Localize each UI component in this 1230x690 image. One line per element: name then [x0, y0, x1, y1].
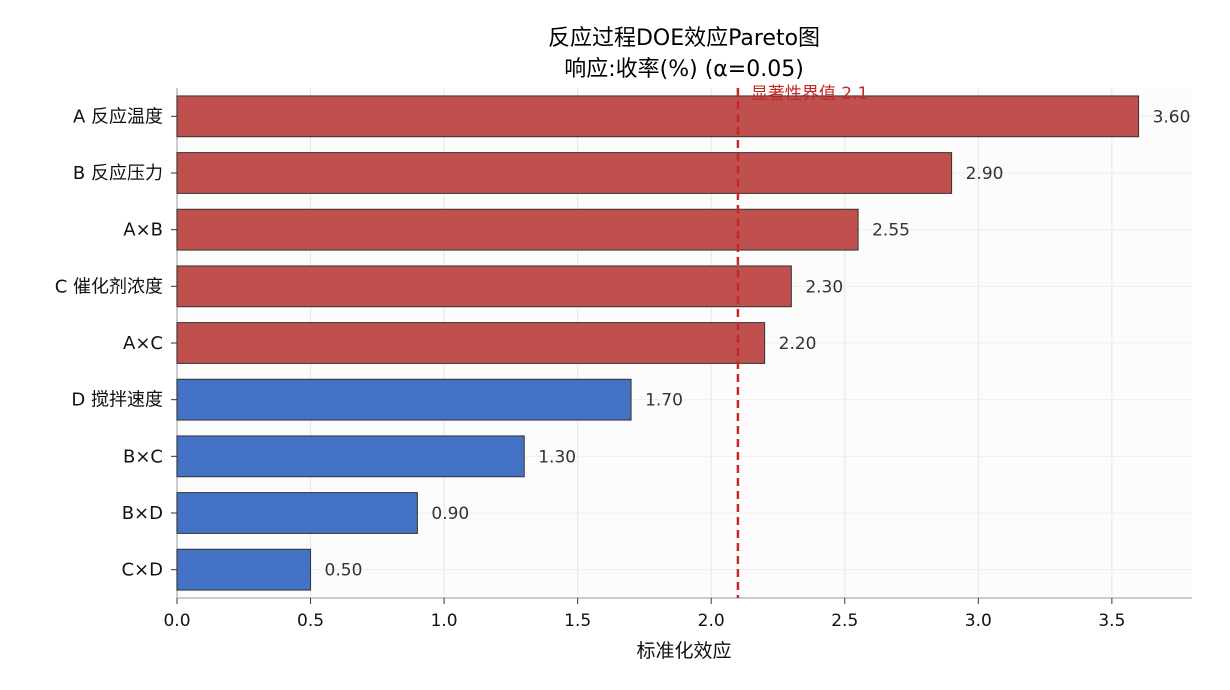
x-tick-label: 0.5 — [297, 611, 324, 631]
significance-threshold-label: 显著性界值 2.1 — [751, 84, 868, 104]
category-label: A×B — [123, 220, 163, 241]
bar — [176, 208, 859, 251]
bar — [176, 152, 953, 194]
bar — [176, 378, 632, 421]
bar-value-label: 2.20 — [779, 334, 817, 354]
x-tick-label: 1.5 — [564, 611, 591, 631]
bar-value-label: 2.90 — [966, 164, 1004, 184]
x-tick-label: 2.5 — [831, 611, 858, 631]
x-axis-label: 标准化效应 — [636, 640, 731, 662]
bar-value-label: 1.70 — [645, 391, 683, 411]
bar — [176, 435, 525, 478]
category-label: B×C — [123, 446, 163, 467]
category-label: D 搅拌速度 — [71, 390, 163, 411]
bar-value-label: 3.60 — [1153, 107, 1191, 127]
x-tick-label: 3.5 — [1098, 611, 1125, 631]
bar-value-label: 2.55 — [872, 221, 910, 241]
x-tick-label: 3.0 — [965, 611, 992, 631]
plot-area: A 反应温度 3.60 B 反应压力 2.90 A×B 2.55 C 催化剂浓度 2.30 A×… — [55, 84, 1192, 631]
x-tick-label: 2.0 — [698, 611, 725, 631]
bar-value-label: 0.50 — [325, 561, 363, 581]
bar-value-label: 2.30 — [805, 277, 843, 297]
category-label: B 反应压力 — [73, 163, 163, 184]
x-tick-label: 1.0 — [431, 611, 458, 631]
category-label: A 反应温度 — [73, 106, 163, 127]
category-label: B×D — [122, 503, 163, 524]
bar-value-label: 1.30 — [538, 447, 576, 467]
x-tick-label: 0.0 — [163, 611, 190, 631]
category-label: A×C — [123, 333, 163, 354]
bar — [176, 492, 418, 534]
chart-title-line2: 响应:收率(%) (α=0.05) — [564, 57, 804, 82]
category-label: C×D — [121, 560, 163, 581]
bar — [176, 265, 792, 308]
bar — [176, 322, 766, 364]
bar — [176, 95, 1140, 138]
category-label: C 催化剂浓度 — [55, 276, 163, 297]
bar — [176, 548, 312, 591]
bar-value-label: 0.90 — [431, 504, 469, 524]
chart-title-line1: 反应过程DOE效应Pareto图 — [548, 26, 820, 51]
